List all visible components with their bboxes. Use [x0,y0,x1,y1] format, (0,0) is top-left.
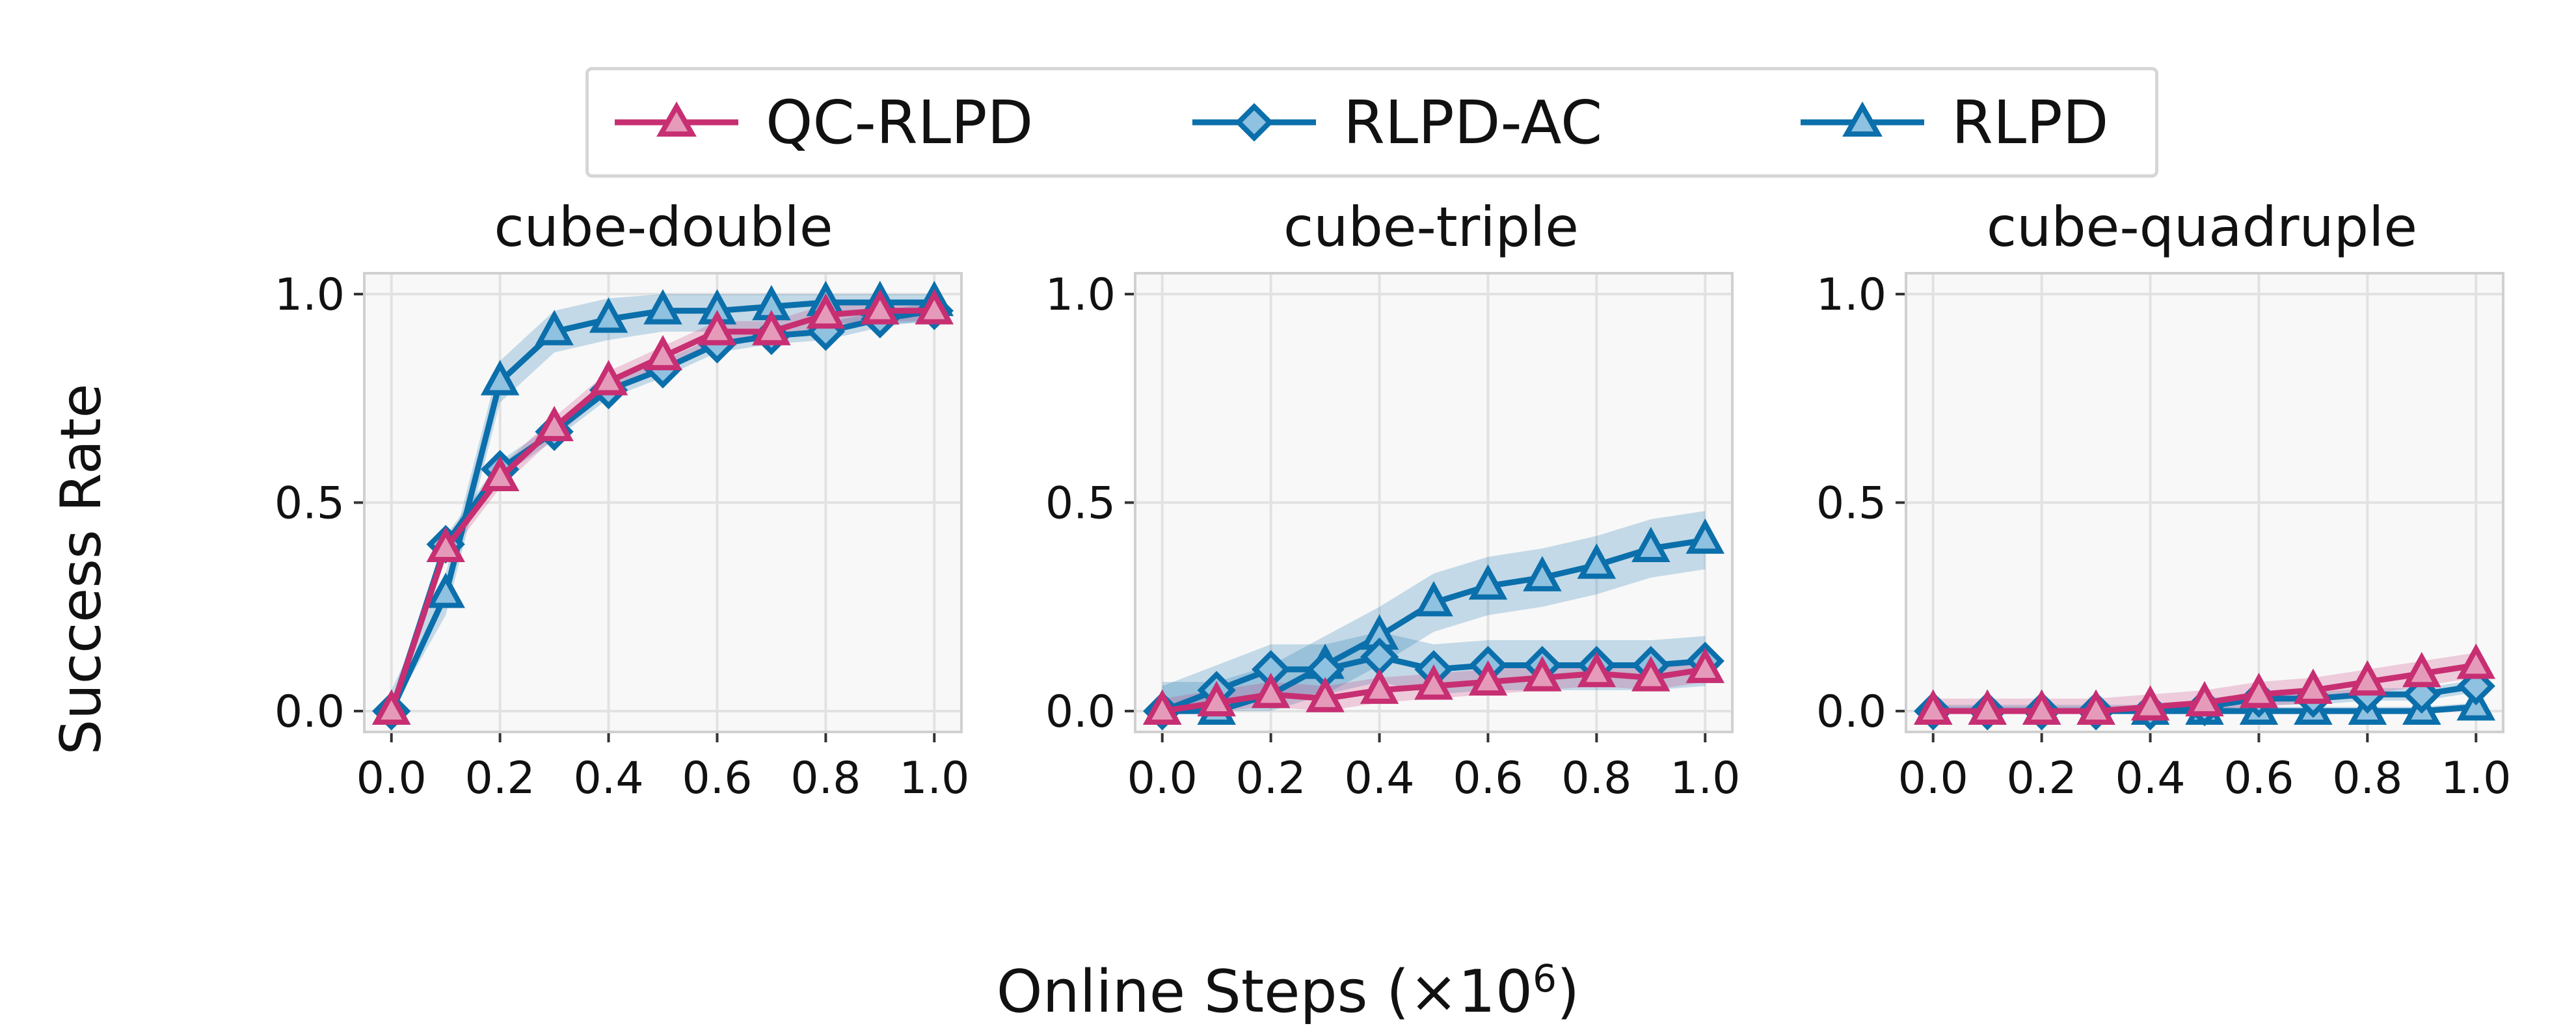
point-qc-rlpd [2239,672,2279,709]
panel-cube-triple: 0.0 0.2 0.4 0.6 0.8 1.0 0.0 0.5 1.0 [1045,269,1741,804]
point-rlpd [643,289,682,325]
y-tick-label: 0.0 [1045,686,1116,738]
point-qc-rlpd [535,405,574,442]
x-axis-label-suffix: ) [1557,958,1580,1026]
x-tick-label: 0.6 [1453,753,1523,804]
point-qc-rlpd [1523,656,1562,692]
x-tick-label: 0.8 [1561,753,1631,804]
point-qc-rlpd [1414,664,1453,700]
legend-swatch-rlpd-ac [1192,103,1316,142]
point-qc-rlpd [1360,668,1399,704]
point-qc-rlpd [806,293,846,329]
x-tick-label: 1.0 [899,753,969,804]
x-tick-label: 0.4 [573,753,643,804]
legend-item-qc-rlpd: QC-RLPD [608,70,1033,174]
x-tick-label: 0.4 [2115,753,2185,804]
legend-label-rlpd: RLPD [1952,87,2109,157]
legend-label-rlpd-ac: RLPD-AC [1343,87,1603,157]
x-tick-label: 0.0 [1898,753,1968,804]
point-qc-rlpd [643,334,682,371]
panel-title-cube-quadruple: cube-quadruple [1986,195,2418,259]
point-qc-rlpd [1631,656,1670,692]
x-axis-label-prefix: Online Steps (×10 [996,958,1533,1026]
y-tick-label: 0.5 [1816,478,1886,530]
point-qc-rlpd [1577,651,1617,688]
plot-frame [1134,272,1734,733]
point-qc-rlpd [2076,689,2115,725]
y-tick-label: 0.0 [275,686,345,738]
point-rlpd [1631,526,1670,562]
x-tick-label: 0.2 [1236,753,1306,804]
legend-item-rlpd-ac: RLPD-AC [1186,70,1602,174]
panel-cube-quadruple: 0.0 0.2 0.4 0.6 0.8 1.0 0.0 0.5 1.0 [1816,269,2512,804]
x-tick-label: 1.0 [1670,753,1740,804]
point-qc-rlpd [1197,681,1236,717]
point-rlpd [480,360,520,396]
point-qc-rlpd [2294,668,2333,704]
point-qc-rlpd [1306,677,1345,712]
y-tick-label: 0.5 [1045,478,1116,530]
legend-item-rlpd: RLPD [1794,70,2109,174]
point-qc-rlpd [1968,689,2007,725]
plot-frame [363,272,963,733]
x-axis-label-exponent: 6 [1533,956,1557,1001]
panel-title-cube-double: cube-double [494,195,833,259]
x-tick-label: 0.0 [1127,753,1198,804]
y-tick-label: 0.0 [1816,686,1886,738]
point-qc-rlpd [1251,672,1291,709]
legend-label-qc-rlpd: QC-RLPD [766,87,1034,157]
x-tick-label: 0.6 [682,753,752,804]
panel-title-cube-triple: cube-triple [1283,195,1579,259]
point-qc-rlpd [2185,681,2224,717]
legend: QC-RLPD RLPD-AC RLPD [585,67,2158,178]
x-tick-label: 0.6 [2223,753,2294,804]
point-rlpd [1523,556,1562,591]
point-qc-rlpd [697,310,737,345]
point-rlpd [589,297,628,333]
point-qc-rlpd [915,289,954,325]
point-qc-rlpd [2130,685,2170,721]
point-rlpd [535,310,574,345]
point-qc-rlpd [1468,660,1508,696]
point-qc-rlpd [1913,689,1953,725]
point-qc-rlpd [1685,647,1725,683]
point-qc-rlpd [752,310,791,345]
y-tick-label: 0.5 [275,478,345,530]
point-qc-rlpd [2456,643,2496,679]
y-tick-label: 1.0 [275,269,345,321]
point-rlpd [1414,580,1453,617]
x-tick-label: 0.8 [790,753,861,804]
y-tick-label: 1.0 [1816,269,1886,321]
point-qc-rlpd [2348,660,2387,696]
plot-frame [1905,272,2504,733]
x-tick-label: 0.4 [1344,753,1414,804]
panel-cube-double: 0.0 0.2 0.4 0.6 0.8 1.0 0.0 0.5 1.0 [275,269,970,804]
point-rlpd [1577,543,1617,579]
x-axis-label: Online Steps (×106) [997,956,1579,1026]
point-qc-rlpd [480,455,520,492]
y-axis-label: Success Rate [49,383,114,755]
legend-swatch-qc-rlpd [615,101,738,137]
point-rlpd [426,573,465,608]
x-tick-label: 0.0 [356,753,427,804]
point-rlpd [1685,518,1725,554]
point-qc-rlpd [426,526,465,562]
x-tick-label: 1.0 [2441,753,2511,804]
point-qc-rlpd [2402,651,2441,688]
x-tick-label: 0.2 [2007,753,2077,804]
y-tick-label: 1.0 [1045,269,1116,321]
x-tick-label: 0.2 [465,753,535,804]
point-qc-rlpd [589,360,628,396]
point-qc-rlpd [1142,689,1182,725]
point-qc-rlpd [2022,689,2061,725]
point-qc-rlpd [371,689,411,725]
x-tick-label: 0.8 [2332,753,2402,804]
point-qc-rlpd [861,289,900,325]
point-rlpd [1468,564,1508,600]
legend-swatch-rlpd [1801,101,1924,137]
